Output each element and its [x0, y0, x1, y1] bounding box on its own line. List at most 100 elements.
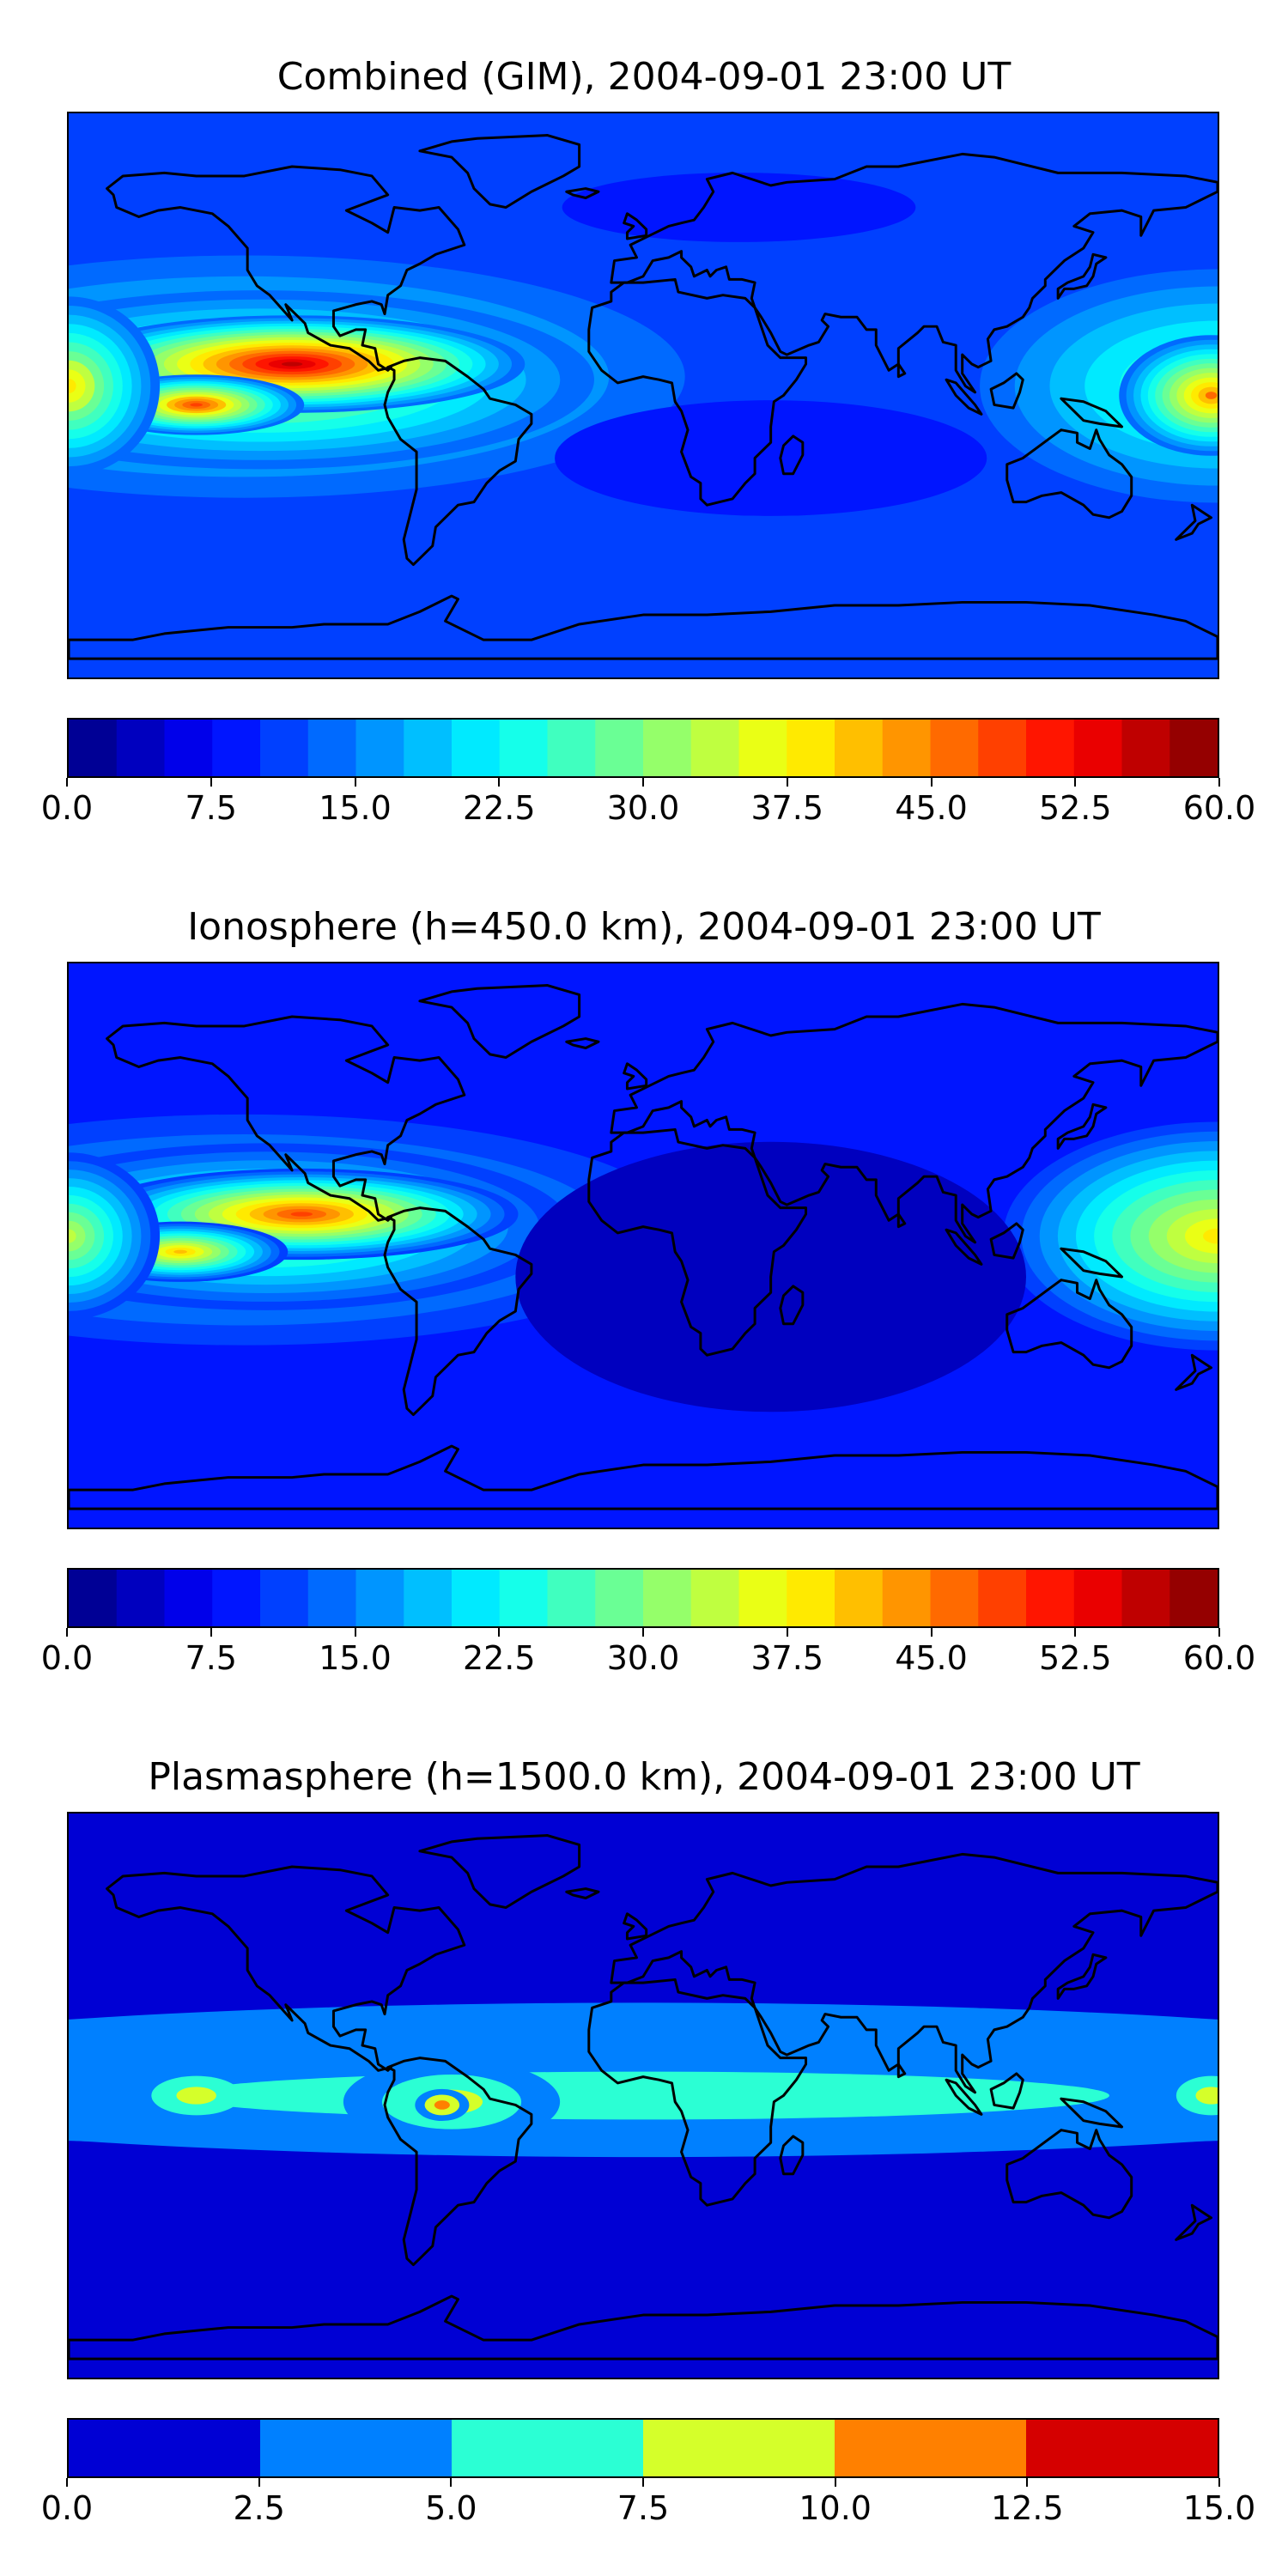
panel-2-coastline-sumatra — [945, 1228, 983, 1266]
panel-2-colorbar-segment-10 — [547, 1570, 596, 1626]
panel-1-colorbar-segment-3 — [212, 720, 261, 776]
panel-3-coastlines — [69, 1834, 1218, 2360]
panel-3-tick-mark-2 — [450, 2478, 453, 2487]
panel-1-tick-label-1: 7.5 — [185, 789, 237, 827]
panel-2-coastline-australia — [1005, 1279, 1133, 1370]
panel-1-colorbar-segment-18 — [930, 720, 979, 776]
panel-2-colorbar-ticks: 0.0 7.5 15.0 22.5 30.0 37.5 45.0 52.5 60.0 — [41, 1628, 1255, 1676]
panel-3-coastline-new-zealand — [1175, 2203, 1213, 2241]
panel-1-coastline-sumatra — [945, 378, 983, 416]
panel-1-colorbar-segment-20 — [1025, 720, 1075, 776]
panel-1-coastline-south-america — [383, 356, 533, 567]
panel-1-colorbar-segment-8 — [451, 720, 501, 776]
panel-1-contour-3-14 — [190, 403, 203, 407]
panel-2-colorbar-segment-15 — [787, 1570, 835, 1626]
panel-3-tick-mark-6 — [1218, 2478, 1220, 2487]
panel-2-contour-4-12 — [1203, 1228, 1218, 1244]
panel-1-tick-mark-4 — [642, 778, 644, 787]
panel-3-tick-mark-3 — [642, 2478, 644, 2487]
panel-1-contour-layers — [69, 113, 1218, 677]
panel-2-contour-4-11 — [1184, 1218, 1218, 1254]
panel-3-coastline-uk — [623, 1912, 648, 1941]
panel-1-colorbar-segment-11 — [595, 720, 644, 776]
panel-2-tick-mark-6 — [930, 1628, 933, 1637]
panel-1-map — [67, 112, 1219, 679]
panel-1-colorbar-segment-14 — [738, 720, 787, 776]
panel-1-colorbar-segment-2 — [164, 720, 213, 776]
panel-2-colorbar-segment-4 — [260, 1570, 309, 1626]
panel-3-coastline-eurasia — [610, 1852, 1218, 2094]
panel-2-colorbar-segment-6 — [355, 1570, 404, 1626]
panel-1-colorbar-ticks: 0.0 7.5 15.0 22.5 30.0 37.5 45.0 52.5 60.0 — [41, 778, 1255, 826]
panel-3-title: Plasmasphere (h=1500.0 km), 2004-09-01 2… — [148, 1755, 1140, 1799]
panel-2-contour-3-13 — [173, 1249, 187, 1254]
panel-3-colorbar-segment-3 — [643, 2420, 835, 2476]
panel-1-colorbar-segment-19 — [978, 720, 1027, 776]
panel-3-tick-label-2: 5.0 — [425, 2489, 477, 2527]
panel-3-colorbar-ticks: 0.0 2.5 5.0 7.5 10.0 12.5 15.0 — [41, 2478, 1255, 2526]
panel-2-colorbar-segment-13 — [690, 1570, 740, 1626]
panel-2-tick-mark-5 — [786, 1628, 788, 1637]
panel-2-tick-label-7: 52.5 — [1038, 1639, 1112, 1677]
panel-2-colorbar — [67, 1568, 1219, 1628]
panel-1-colorbar-segment-0 — [69, 720, 118, 776]
panel-2-coastline-iceland — [565, 1037, 600, 1049]
panel-2-colorbar-segment-9 — [499, 1570, 549, 1626]
panel-1-colorbar — [67, 718, 1219, 778]
panel-2-coastline-eurasia — [610, 1002, 1218, 1244]
panel-1-colorbar-segment-15 — [787, 720, 835, 776]
panel-1-contour-5-13 — [1205, 392, 1218, 399]
panel-3-tick-label-5: 12.5 — [991, 2489, 1064, 2527]
panel-1-coastline-borneo — [989, 372, 1024, 410]
panel-2-colorbar-segment-1 — [116, 1570, 166, 1626]
panel-2-colorbar-segment-3 — [212, 1570, 261, 1626]
panel-3-coastline-japan — [1056, 1953, 1108, 2000]
panel-2-tick-mark-1 — [210, 1628, 212, 1637]
panel-1-colorbar-segment-1 — [116, 720, 166, 776]
panel-2-tick-label-3: 22.5 — [462, 1639, 536, 1677]
panel-1-tick-mark-8 — [1218, 778, 1220, 787]
panel-2-coastline-antarctica — [69, 1444, 1218, 1510]
panel-3-coastline-antarctica — [69, 2294, 1218, 2360]
panel-2-colorbar-segment-0 — [69, 1570, 118, 1626]
panel-3-colorbar-segment-2 — [451, 2420, 644, 2476]
panel-1-coastline-uk — [623, 212, 648, 240]
panel-2-tick-mark-3 — [498, 1628, 501, 1637]
panel-2-colorbar-segment-11 — [595, 1570, 644, 1626]
panel-1-tick-mark-5 — [786, 778, 788, 787]
panel-3-coastline-iceland — [565, 1887, 600, 1899]
panel-2-contour-5-10 — [69, 1229, 76, 1243]
panel-1-coastline-eurasia — [610, 152, 1218, 394]
panel-1-coastline-sri-lanka — [896, 362, 907, 379]
panel-3-coastline-south-america — [383, 2057, 533, 2267]
panel-1-tick-label-0: 0.0 — [40, 789, 94, 827]
panel-2-colorbar-segment-14 — [738, 1570, 787, 1626]
panel-2-coastline-north-america — [106, 1015, 466, 1222]
panel-1-colorbar-segment-17 — [882, 720, 932, 776]
panel-3-colorbar-segment-1 — [260, 2420, 453, 2476]
panel-2-colorbar-segment-7 — [404, 1570, 453, 1626]
panel-2-tick-mark-7 — [1074, 1628, 1077, 1637]
panel-1-contour-2-18 — [281, 361, 303, 367]
panel-2-tick-label-5: 37.5 — [750, 1639, 824, 1677]
panel-2-colorbar-segment-8 — [451, 1570, 501, 1626]
panel-1-colorbar-segment-9 — [499, 720, 549, 776]
panel-3-colorbar-segment-4 — [835, 2420, 1027, 2476]
panel-3-tick-mark-1 — [258, 2478, 260, 2487]
panel-2-tick-label-6: 45.0 — [895, 1639, 968, 1677]
panel-1-coastline-antarctica — [69, 594, 1218, 660]
panel-3-contour-1-2 — [177, 2071, 1109, 2120]
panel-1-colorbar-segment-10 — [547, 720, 596, 776]
panel-2-colorbar-segment-19 — [978, 1570, 1027, 1626]
panel-3-tick-label-0: 0.0 — [40, 2489, 94, 2527]
panel-2-tick-label-1: 7.5 — [185, 1639, 237, 1677]
panel-1-contour-7-1 — [555, 400, 987, 516]
panel-3-tick-mark-5 — [1026, 2478, 1029, 2487]
panel-1-tick-label-7: 52.5 — [1038, 789, 1112, 827]
panel-3-tick-mark-0 — [66, 2478, 68, 2487]
panel-3-tick-label-3: 7.5 — [617, 2489, 670, 2527]
panel-1-tick-mark-3 — [498, 778, 501, 787]
panel-2-contour-5-9 — [69, 1220, 86, 1252]
panel-2-colorbar-segment-16 — [835, 1570, 884, 1626]
panel-1-tick-mark-2 — [354, 778, 356, 787]
